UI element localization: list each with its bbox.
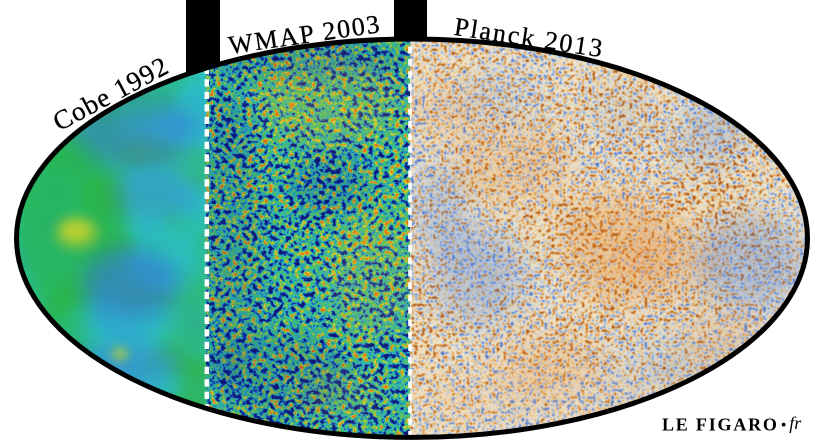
svg-text:fr: fr [789,413,802,433]
svg-text:LE FIGARO: LE FIGARO [662,414,779,434]
